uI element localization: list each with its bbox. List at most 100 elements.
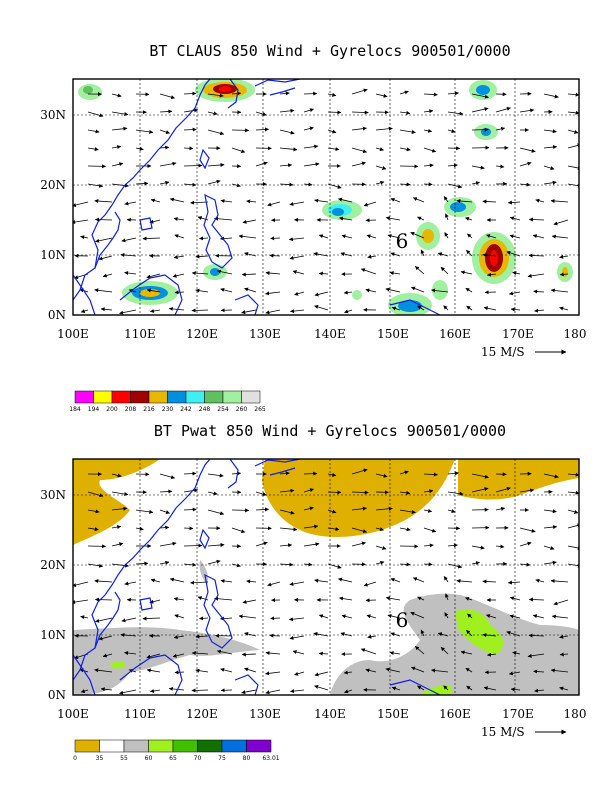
wind-vector (87, 527, 99, 532)
wind-vector (351, 541, 366, 547)
wind-vector (214, 216, 233, 221)
wind-vector (553, 599, 569, 606)
wind-vector (269, 633, 281, 638)
wind-vector (465, 216, 473, 221)
wind-vector (466, 305, 473, 311)
wind-vector (399, 110, 411, 115)
wind-vector (482, 579, 497, 584)
wind-vector (216, 649, 233, 655)
lon-label: 160E (439, 707, 471, 721)
wind-vector (244, 252, 257, 257)
colorbar-label: 260 (236, 406, 248, 413)
wind-vector (437, 632, 449, 637)
coastline (199, 528, 210, 550)
wind-vector (111, 563, 129, 568)
colorbar-label: 80 (243, 755, 251, 762)
wind-vector (487, 272, 497, 277)
colorbar-label: 70 (194, 755, 202, 762)
wind-vector (447, 129, 456, 133)
wind-vector (111, 542, 124, 547)
colorbar-swatch (148, 390, 168, 404)
lon-label: 150E (377, 327, 409, 341)
wind-vector (375, 473, 388, 478)
wind-vector (100, 687, 113, 692)
wind-vector (423, 182, 433, 187)
wind-vector (447, 163, 458, 168)
wind-vector (120, 633, 137, 637)
wind-vector (559, 306, 569, 311)
wind-vector (420, 249, 425, 257)
wind-vector (289, 255, 305, 260)
wind-vector (528, 633, 545, 638)
wind-vector (375, 147, 384, 152)
wind-vector (447, 183, 463, 189)
colorbar-label: 248 (199, 406, 211, 413)
wind-vector (460, 270, 473, 275)
wind-vector (351, 126, 367, 131)
wind-vector (80, 309, 89, 313)
wind-vector (87, 147, 99, 152)
wind-vector (111, 93, 122, 98)
wind-vector (550, 198, 569, 203)
wind-vector (532, 234, 545, 239)
wind-vector (289, 201, 305, 206)
wind-vector (135, 181, 149, 186)
wind-vector (512, 271, 521, 276)
wind-vector (303, 506, 314, 511)
wind-vector (567, 165, 579, 170)
wind-vector (191, 308, 209, 313)
lon-label: 120E (186, 327, 218, 341)
wind-vector (146, 668, 161, 673)
storm-marker: 6 (396, 608, 409, 632)
wind-vector (414, 646, 425, 655)
wind-vector (399, 470, 409, 475)
wind-vector (543, 129, 557, 134)
wind-vector (527, 273, 545, 278)
wind-vector (303, 126, 314, 131)
wind-vector (471, 107, 489, 113)
wind-vector (255, 491, 267, 496)
wind-vector (495, 486, 511, 493)
coastline (119, 654, 183, 695)
wind-vector (314, 291, 329, 297)
wind-vector (399, 527, 411, 532)
lon-label: 140E (314, 327, 346, 341)
wind-vector (288, 237, 305, 242)
wind-vector (303, 562, 313, 567)
lon-label: 130E (249, 327, 281, 341)
wind-vector (135, 561, 149, 566)
wind-vector (351, 506, 367, 511)
wind-vector (173, 255, 185, 260)
wind-vector (303, 91, 318, 96)
wind-vector (375, 560, 385, 565)
coastline (139, 217, 153, 231)
wind-vector (327, 509, 337, 514)
wind-vector (390, 577, 401, 583)
wind-vector (495, 106, 511, 113)
wind-vector (443, 305, 449, 311)
wind-vector (197, 216, 209, 221)
colorbar-swatch (148, 739, 174, 753)
wind-vector (279, 509, 295, 515)
wind-vector (519, 527, 536, 533)
lon-label: 150E (377, 707, 409, 721)
wind-vector (270, 236, 281, 241)
wind-vector (267, 201, 281, 207)
wind-vector (255, 541, 268, 547)
wind-vector (375, 126, 393, 131)
wind-vector (124, 271, 137, 276)
wind-vector (495, 544, 505, 549)
wind-vector (231, 147, 246, 154)
wind-vector (195, 288, 209, 293)
wind-vector (508, 671, 521, 676)
wind-vector (169, 197, 185, 203)
wind-vector (411, 666, 425, 673)
wind-vector (241, 652, 257, 657)
wind-vector (423, 508, 433, 513)
coastline (94, 211, 121, 269)
wind-vector (183, 108, 199, 113)
wind-vector (543, 560, 557, 565)
wind-vector (327, 147, 340, 152)
wind-vector (314, 305, 329, 311)
